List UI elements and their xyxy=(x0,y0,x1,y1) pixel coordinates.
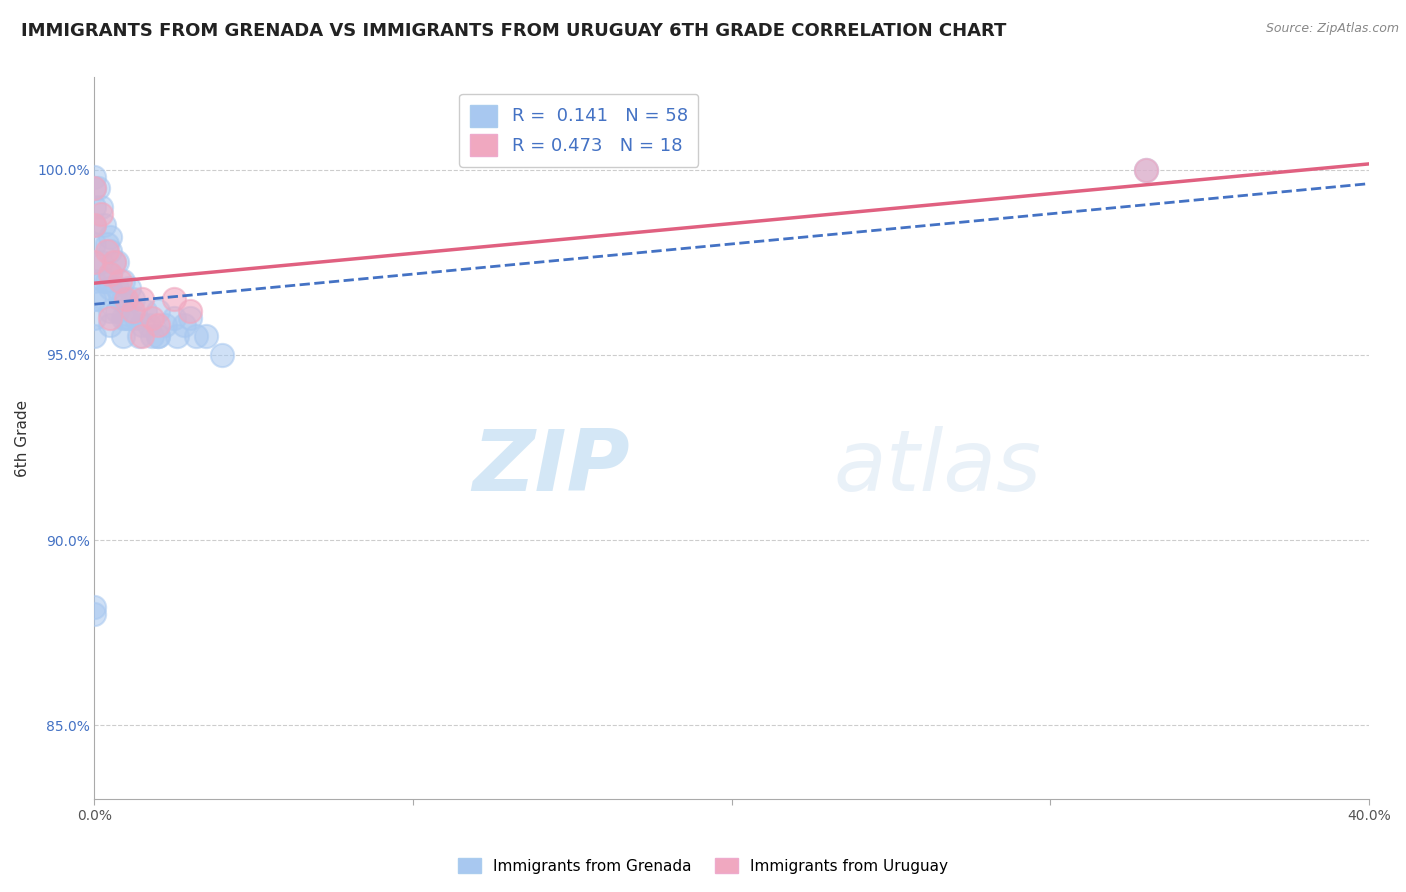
Point xyxy=(121,303,143,318)
Point xyxy=(121,293,143,307)
Point xyxy=(108,293,131,307)
Point xyxy=(194,329,217,343)
Point xyxy=(112,310,135,325)
Point xyxy=(93,219,115,233)
Point xyxy=(118,310,141,325)
Point xyxy=(115,293,138,307)
Point xyxy=(90,200,112,214)
Point xyxy=(83,293,105,307)
Point xyxy=(163,310,186,325)
Point xyxy=(131,318,153,333)
Point xyxy=(1135,163,1157,178)
Point xyxy=(83,237,105,252)
Point xyxy=(86,181,108,195)
Point xyxy=(105,303,128,318)
Point xyxy=(83,274,105,288)
Point xyxy=(141,310,163,325)
Point xyxy=(118,281,141,295)
Point xyxy=(83,170,105,185)
Point xyxy=(128,329,150,343)
Point xyxy=(96,244,118,259)
Point xyxy=(112,329,135,343)
Point xyxy=(163,293,186,307)
Point xyxy=(146,303,169,318)
Point xyxy=(173,318,195,333)
Point xyxy=(98,267,121,281)
Point xyxy=(98,267,121,281)
Point xyxy=(83,310,105,325)
Y-axis label: 6th Grade: 6th Grade xyxy=(15,400,30,477)
Point xyxy=(98,244,121,259)
Point xyxy=(115,310,138,325)
Point xyxy=(105,281,128,295)
Point xyxy=(108,274,131,288)
Point xyxy=(103,255,125,269)
Point xyxy=(98,303,121,318)
Point xyxy=(131,293,153,307)
Point xyxy=(138,318,160,333)
Point xyxy=(90,255,112,269)
Point xyxy=(146,329,169,343)
Point xyxy=(83,181,105,195)
Point xyxy=(125,310,148,325)
Point xyxy=(83,255,105,269)
Point xyxy=(90,207,112,221)
Point xyxy=(179,303,201,318)
Point xyxy=(83,219,105,233)
Point xyxy=(83,607,105,621)
Point xyxy=(96,274,118,288)
Point xyxy=(186,329,208,343)
Point xyxy=(98,281,121,295)
Point xyxy=(83,219,105,233)
Point xyxy=(86,293,108,307)
Point xyxy=(179,310,201,325)
Point xyxy=(83,599,105,614)
Point xyxy=(83,200,105,214)
Point xyxy=(83,329,105,343)
Point xyxy=(146,329,169,343)
Point xyxy=(211,348,233,362)
Point xyxy=(105,255,128,269)
Point xyxy=(83,181,105,195)
Point xyxy=(98,229,121,244)
Text: IMMIGRANTS FROM GRENADA VS IMMIGRANTS FROM URUGUAY 6TH GRADE CORRELATION CHART: IMMIGRANTS FROM GRENADA VS IMMIGRANTS FR… xyxy=(21,22,1007,40)
Point xyxy=(83,255,105,269)
Point xyxy=(112,274,135,288)
Point xyxy=(131,329,153,343)
Point xyxy=(93,274,115,288)
Point xyxy=(141,329,163,343)
Text: ZIP: ZIP xyxy=(472,425,630,508)
Point xyxy=(96,237,118,252)
Point xyxy=(103,255,125,269)
Point xyxy=(166,329,188,343)
Point xyxy=(134,303,156,318)
Point xyxy=(146,318,169,333)
Text: atlas: atlas xyxy=(834,425,1042,508)
Legend: Immigrants from Grenada, Immigrants from Uruguay: Immigrants from Grenada, Immigrants from… xyxy=(453,852,953,880)
Point xyxy=(98,318,121,333)
Point xyxy=(153,318,176,333)
Text: Source: ZipAtlas.com: Source: ZipAtlas.com xyxy=(1265,22,1399,36)
Point xyxy=(98,310,121,325)
Point xyxy=(1135,163,1157,178)
Legend: R =  0.141   N = 58, R = 0.473   N = 18: R = 0.141 N = 58, R = 0.473 N = 18 xyxy=(460,94,699,167)
Point xyxy=(112,293,135,307)
